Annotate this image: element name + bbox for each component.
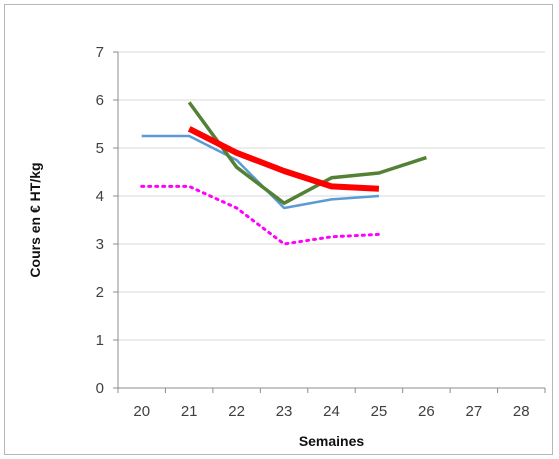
x-tick-label: 28	[513, 403, 530, 420]
x-tick-label: 20	[133, 403, 150, 420]
x-tick-label: 24	[323, 403, 340, 420]
y-tick-label: 2	[96, 284, 104, 301]
y-tick-label: 5	[96, 140, 104, 157]
x-tick-label: 26	[418, 403, 435, 420]
series-line-2	[140, 184, 381, 246]
x-tick-label: 21	[181, 403, 198, 420]
series-lines	[140, 101, 427, 246]
y-tick-label: 6	[96, 92, 104, 109]
x-tick-label: 27	[465, 403, 482, 420]
x-tick-label: 23	[276, 403, 293, 420]
series-line-4	[187, 126, 380, 192]
y-tick-label: 4	[96, 188, 104, 205]
chart-frame	[4, 4, 553, 455]
y-tick-label: 7	[96, 44, 104, 61]
x-axis-title: Semaines	[299, 433, 365, 449]
x-tick-label: 25	[371, 403, 388, 420]
x-tick-label: 22	[228, 403, 245, 420]
y-tick-label: 1	[96, 332, 104, 349]
grid-lines	[118, 51, 545, 341]
y-tick-label: 3	[96, 236, 104, 253]
y-tick-label: 0	[96, 380, 104, 397]
series-line-3	[187, 101, 427, 205]
axes	[113, 51, 546, 393]
y-axis-title: Cours en € HT/kg	[27, 162, 43, 277]
series-line-1	[141, 134, 379, 210]
